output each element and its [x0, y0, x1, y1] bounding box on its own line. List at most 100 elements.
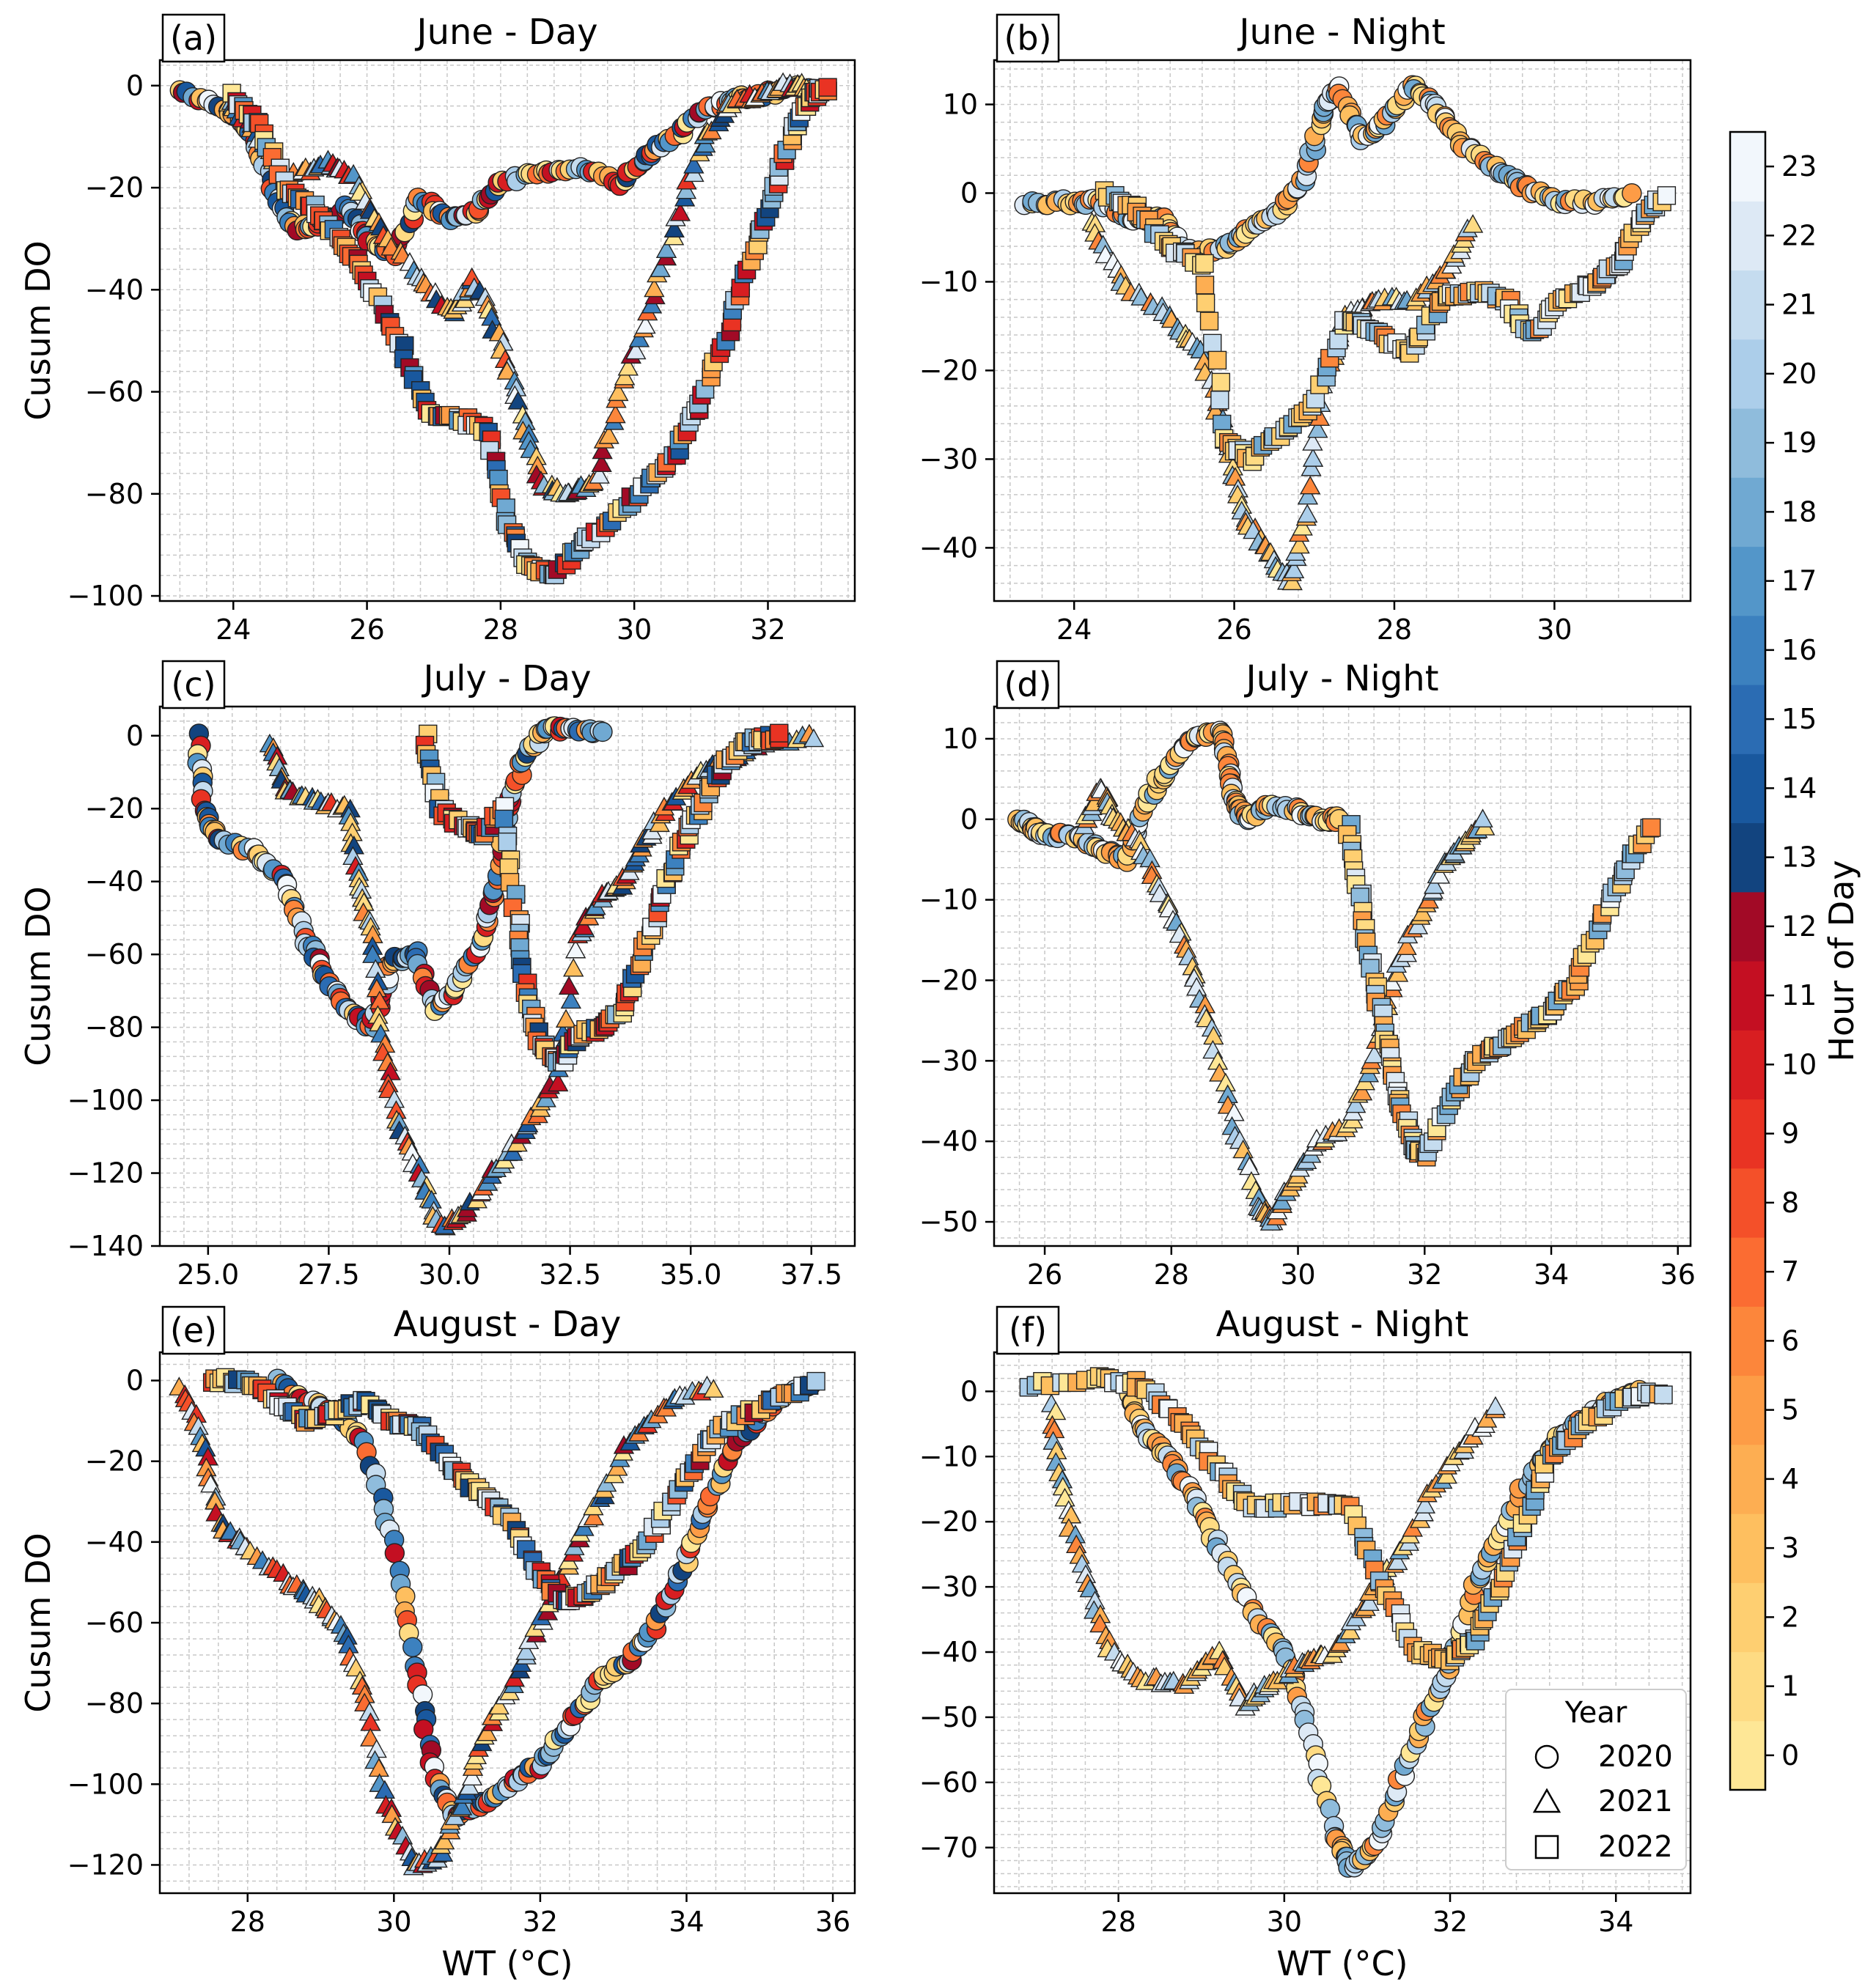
marker-2021	[564, 939, 586, 959]
marker-2021	[683, 155, 705, 174]
colorbar-tick-label: 19	[1781, 427, 1817, 459]
x-tick-label: 32	[1432, 1906, 1468, 1938]
panel-f: 28 30 32 34 0 −10 −20 −30 −40 −50 −60 −70 August - N…	[919, 1304, 1692, 1983]
y-axis: 0 −20 −40 −60 −80 −100 −120 −140	[67, 720, 160, 1262]
x-tick-label: 30	[1267, 1906, 1302, 1938]
x-tick-label: 34	[669, 1906, 704, 1938]
marker-2021	[1301, 457, 1322, 476]
legend-label-2020: 2020	[1598, 1740, 1673, 1774]
panel-label: (d)	[1004, 665, 1051, 704]
y-tick-label: −20	[85, 792, 144, 825]
marker-2022	[770, 723, 789, 742]
x-axis: 25.0 27.5 30.0 32.5 35.0 37.5	[177, 1246, 842, 1291]
y-tick-label: 0	[126, 720, 144, 752]
colorbar-cell-4	[1730, 1444, 1765, 1514]
colorbar-tick-label: 11	[1781, 979, 1817, 1011]
y-tick-label: −50	[919, 1701, 978, 1733]
marker-2022	[806, 1371, 825, 1391]
panel-title: June - Day	[414, 12, 597, 53]
y-axis-label: Cusum DO	[18, 1533, 58, 1712]
colorbar-cell-18	[1730, 477, 1765, 548]
y-tick-label: 10	[943, 88, 978, 120]
colorbar-cell-9	[1730, 1099, 1765, 1169]
legend: Year 2020 2021 2022	[1505, 1689, 1687, 1870]
colorbar-cell-2	[1730, 1582, 1765, 1653]
y-tick-label: −40	[919, 1636, 978, 1668]
x-tick-label: 36	[1660, 1258, 1696, 1291]
y-tick-label: −20	[85, 172, 144, 204]
y-tick-label: −40	[85, 866, 144, 898]
marker-2022	[1211, 372, 1231, 392]
y-axis: 0 −10 −20 −30 −40 −50 −60 −70	[919, 1375, 994, 1864]
y-tick-label: −30	[919, 1571, 978, 1603]
x-tick-label: 28	[1377, 613, 1412, 646]
marker-2021	[675, 180, 697, 199]
x-tick-label: 28	[483, 613, 518, 646]
marker-2021	[669, 202, 691, 221]
y-tick-label: −60	[85, 938, 144, 970]
legend-circle-marker	[1534, 1744, 1559, 1769]
marker-2021	[625, 340, 647, 360]
marker-2021	[614, 366, 636, 386]
x-tick-label: 26	[1216, 613, 1251, 646]
x-tick-label: 32	[523, 1906, 558, 1938]
x-tick-label: 36	[815, 1906, 850, 1938]
y-tick-label: −100	[67, 1084, 144, 1116]
colorbar-tick-label: 22	[1781, 219, 1817, 251]
y-tick-label: −40	[919, 531, 978, 564]
panel-label: (f)	[1009, 1310, 1047, 1350]
panel-label-box	[161, 13, 226, 63]
colorbar-tick-label: 21	[1781, 289, 1817, 321]
colorbar-tick-label: 16	[1781, 634, 1817, 666]
x-tick-label: 34	[1534, 1258, 1569, 1291]
marker-2021	[663, 218, 685, 238]
y-axis: 10 0 −10 −20 −30 −40 −50	[919, 723, 994, 1238]
x-tick-label: 32	[1407, 1258, 1442, 1291]
colorbar-cell-22	[1730, 201, 1765, 271]
y-axis-label: Cusum DO	[18, 240, 58, 420]
panel-label-box	[996, 13, 1060, 63]
x-axis: 28 30 32 34 36	[230, 1893, 850, 1938]
markers	[1014, 75, 1677, 591]
colorbar-tick-label: 7	[1781, 1256, 1799, 1288]
x-tick-label: 24	[216, 613, 251, 646]
colorbar-cell-0	[1730, 1720, 1765, 1791]
marker-2021	[598, 425, 619, 444]
colorbar-cell-1	[1730, 1651, 1765, 1722]
marker-2021	[1297, 485, 1319, 505]
marker-2021	[362, 944, 383, 963]
marker-2021	[558, 976, 580, 995]
colorbar-tick-label: 1	[1781, 1670, 1799, 1703]
marker-2021	[1302, 448, 1324, 467]
y-tick-label: −60	[919, 1766, 978, 1799]
panel-e: 28 30 32 34 36 0 −20 −40 −60 −80 −100 −120 August - …	[18, 1304, 856, 1983]
marker-2020	[1320, 1799, 1341, 1819]
colorbar-cell-20	[1730, 339, 1765, 409]
colorbar-tick-label: 9	[1781, 1118, 1799, 1150]
marker-2021	[1130, 287, 1152, 306]
plot-frame	[993, 59, 1692, 602]
marker-2020	[402, 1637, 423, 1658]
y-tick-label: −100	[67, 1768, 144, 1800]
x-tick-label: 26	[349, 613, 384, 646]
legend-title: Year	[1564, 1696, 1627, 1730]
marker-2021	[635, 314, 656, 334]
colorbar-tick-label: 18	[1781, 495, 1817, 528]
marker-2022	[1196, 293, 1215, 313]
colorbar-tick-label: 15	[1781, 703, 1817, 735]
x-axis: 28 30 32 34	[1100, 1893, 1633, 1938]
x-tick-label: 25.0	[177, 1258, 240, 1291]
colorbar-tick-label: 3	[1781, 1532, 1799, 1564]
plot-frame	[158, 59, 856, 602]
y-tick-label: 0	[126, 1365, 144, 1397]
y-tick-label: −140	[67, 1230, 144, 1262]
legend-label-2021: 2021	[1598, 1785, 1673, 1818]
y-axis-label: Cusum DO	[18, 886, 58, 1066]
x-axis-label: WT (°C)	[441, 1944, 573, 1983]
colorbar-cell-12	[1730, 891, 1765, 962]
panel-label: (e)	[170, 1310, 217, 1350]
x-tick-label: 28	[230, 1906, 265, 1938]
colorbar-cell-5	[1730, 1375, 1765, 1445]
y-tick-label: −10	[919, 1440, 978, 1472]
y-tick-label: −30	[919, 1044, 978, 1077]
